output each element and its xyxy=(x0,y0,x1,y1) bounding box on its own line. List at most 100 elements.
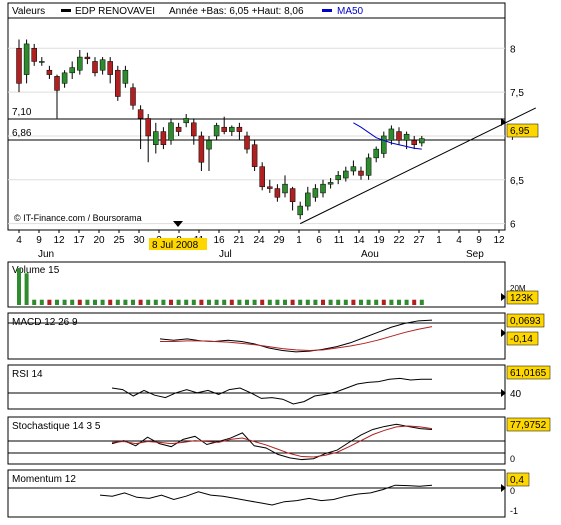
stochastic-title: Stochastique 14 3 5 xyxy=(12,421,101,432)
support-trendline xyxy=(299,107,537,225)
x-month-label: Jun xyxy=(38,249,54,260)
volume-bar xyxy=(138,299,143,305)
x-tick-label: 20 xyxy=(93,235,105,246)
candle-body xyxy=(289,188,296,202)
candle-body xyxy=(312,188,319,198)
x-tick-label: 11 xyxy=(334,235,345,246)
price-y-tick-label: 7 xyxy=(510,132,516,143)
volume-bar xyxy=(419,299,424,305)
volume-bar xyxy=(214,299,219,305)
candle-body xyxy=(69,67,75,74)
candle-body xyxy=(388,128,395,141)
section-label: Valeurs xyxy=(12,6,45,17)
level-label-686: 6,86 xyxy=(12,128,32,139)
indicator-line xyxy=(99,484,433,506)
momentum-arrow-icon xyxy=(501,484,506,492)
candle-body xyxy=(259,166,265,188)
volume-value-box xyxy=(506,290,539,305)
candle-body xyxy=(191,122,197,137)
rsi-arrow-icon xyxy=(501,389,506,397)
volume-bar xyxy=(115,299,120,305)
volume-bar xyxy=(389,299,394,305)
volume-bar xyxy=(131,299,135,305)
candle-body xyxy=(267,186,273,189)
volume-bar xyxy=(397,299,401,305)
candle-body xyxy=(365,157,372,176)
candle-body xyxy=(198,135,205,163)
rsi-panel-frame xyxy=(7,364,506,410)
candle-body xyxy=(175,126,182,132)
x-tick-label: 27 xyxy=(413,235,425,246)
volume-bar xyxy=(321,299,325,305)
volume-bar xyxy=(336,299,341,305)
volume-bar xyxy=(366,299,371,305)
volume-bar xyxy=(55,299,59,305)
momentum-line xyxy=(99,484,433,506)
candle-body xyxy=(236,126,243,132)
candle-body xyxy=(411,140,417,145)
x-tick-label: 12 xyxy=(493,235,505,246)
volume-bar xyxy=(290,299,295,305)
volume-bar xyxy=(100,299,105,305)
x-axis: 4912172025303811162124291611141922271491… xyxy=(16,230,505,260)
volume-bar xyxy=(70,299,75,305)
level-label-710: 7,10 xyxy=(12,107,32,118)
candle-body xyxy=(335,175,341,181)
x-tick-label: 12 xyxy=(53,235,65,246)
momentum-tick-0: 0 xyxy=(510,486,515,496)
candle-body xyxy=(305,192,311,207)
volume-bar xyxy=(283,299,287,305)
candle-body xyxy=(107,61,113,75)
x-tick-label: 24 xyxy=(253,235,265,246)
volume-bar xyxy=(191,299,196,305)
candle-body xyxy=(183,118,189,124)
candle-body xyxy=(84,56,91,60)
x-tick-label: 17 xyxy=(73,235,85,246)
volume-bar xyxy=(32,299,37,305)
volume-bar xyxy=(298,299,303,305)
price-gridlines xyxy=(8,47,505,225)
price-y-tick-label: 6 xyxy=(510,220,516,231)
volume-arrow-icon xyxy=(501,293,506,301)
volume-bar xyxy=(39,299,44,305)
candle-body xyxy=(251,144,258,167)
indicator-line xyxy=(111,377,432,405)
candle-body xyxy=(229,126,235,132)
date-marker-icon[interactable] xyxy=(173,221,183,227)
momentum-value-box xyxy=(506,472,530,487)
x-tick-label: 4 xyxy=(456,235,462,246)
candle-body xyxy=(77,56,83,71)
volume-bar xyxy=(222,299,227,305)
volume-bar xyxy=(161,299,166,305)
candle-body xyxy=(343,170,349,179)
x-tick-label: 6 xyxy=(316,235,322,246)
candle-body xyxy=(92,61,98,74)
candle-body xyxy=(137,109,144,119)
x-tick-label: 25 xyxy=(113,235,125,246)
volume-bar xyxy=(24,273,29,305)
candle-body xyxy=(54,76,60,91)
candle-body xyxy=(396,131,402,141)
x-tick-label: 29 xyxy=(273,235,285,246)
ma50-line xyxy=(353,122,422,150)
candle-body xyxy=(381,135,387,154)
candle-body xyxy=(419,138,425,144)
macd-value-box xyxy=(506,313,545,328)
macd-arrow-icon xyxy=(501,329,506,337)
candle-body xyxy=(358,170,364,176)
indicator-line xyxy=(111,423,433,461)
volume-bar xyxy=(123,299,128,305)
candle-body xyxy=(130,87,136,106)
instrument-legend-swatch xyxy=(61,9,71,12)
ma-legend-label: MA50 xyxy=(337,6,364,17)
rsi-tick-40: 40 xyxy=(510,389,522,400)
x-tick-label: 19 xyxy=(373,235,385,246)
candle-body xyxy=(153,131,159,145)
volume-bar xyxy=(275,299,280,305)
volume-bar xyxy=(252,299,257,305)
macd-signal-value: -0,14 xyxy=(510,334,533,345)
candle-body xyxy=(327,182,334,185)
stochastic-value-box xyxy=(506,417,551,432)
